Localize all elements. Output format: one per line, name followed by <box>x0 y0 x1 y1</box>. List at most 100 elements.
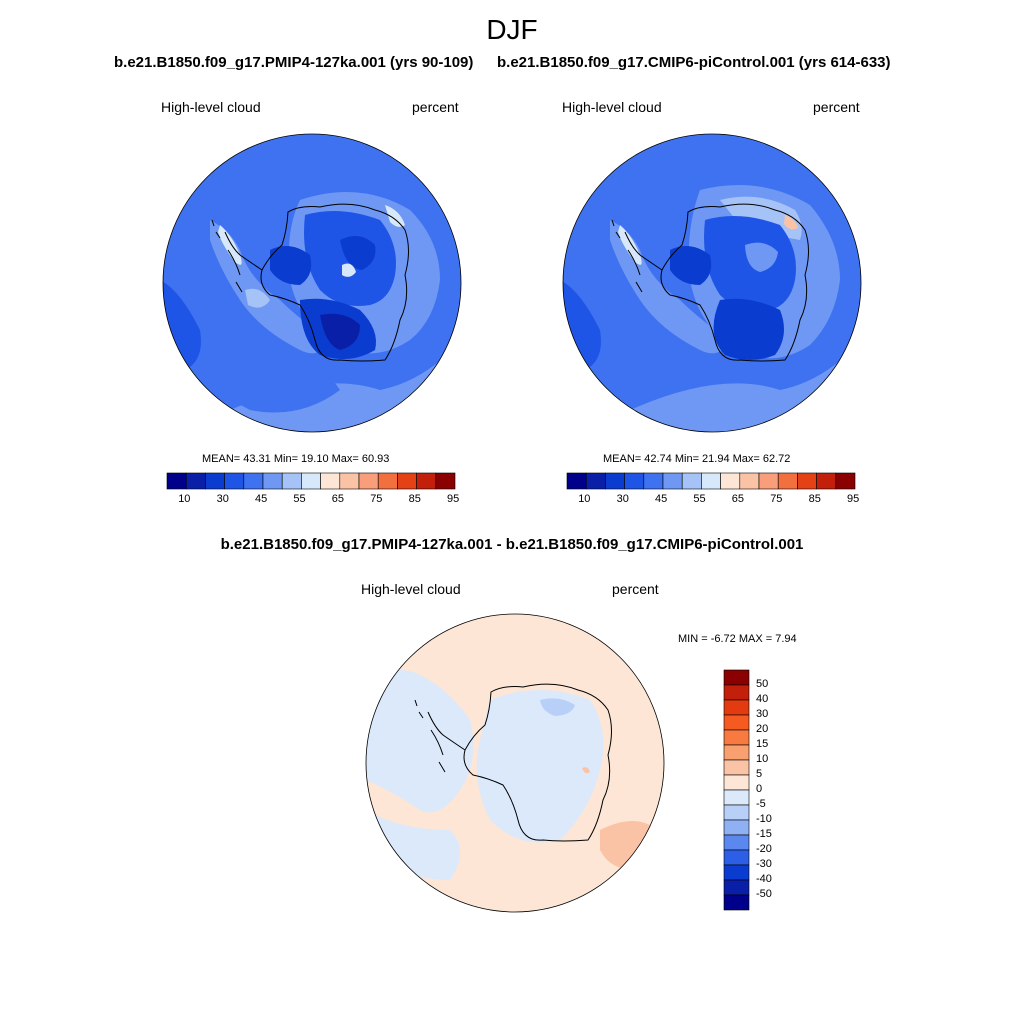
colorbar-left-box <box>281 472 302 490</box>
map-difference <box>366 614 664 912</box>
colorbar-diff-box <box>723 834 750 851</box>
colorbar-left-box <box>301 472 321 490</box>
colorbar-right-box <box>643 472 664 490</box>
colorbar-diff-box <box>723 804 750 821</box>
colorbar-right-box <box>701 472 721 490</box>
colorbar-left-tick-label: 75 <box>370 493 383 505</box>
colorbar-diff-box <box>723 744 750 761</box>
coastline-right <box>611 203 809 362</box>
difference-stats: MIN = -6.72 MAX = 7.94 <box>678 633 797 645</box>
panel-left-variable-label: High-level cloud <box>161 99 261 115</box>
figure-title: DJF <box>486 14 538 45</box>
colorbar-diff-tick-label: -15 <box>756 828 772 840</box>
colorbar-left-box <box>205 472 225 490</box>
colorbar-diff-box <box>723 849 750 866</box>
colorbar-right-box <box>758 472 779 490</box>
difference-variable-label: High-level cloud <box>361 581 461 597</box>
map-left <box>163 134 461 432</box>
colorbar-diff-tick-label: -40 <box>756 873 772 885</box>
colorbar-diff-tick-label: 15 <box>756 738 769 750</box>
colorbar-diff-tick-label: 5 <box>756 768 763 780</box>
colorbar-right-box <box>720 472 741 490</box>
colorbar-right-tick-label: 75 <box>770 493 783 505</box>
colorbar-diff-box <box>723 699 750 716</box>
colorbar-diff-box <box>723 669 750 686</box>
colorbar-right-box <box>681 472 702 490</box>
colorbar-left-tick-label: 10 <box>178 493 191 505</box>
colorbar-left-box <box>243 472 264 490</box>
colorbar-left-tick-label: 45 <box>255 493 268 505</box>
colorbar-left <box>166 472 456 490</box>
colorbar-right <box>566 472 856 490</box>
colorbar-diff-tick-label: 40 <box>756 693 769 705</box>
colorbar-right-tick-label: 95 <box>847 493 860 505</box>
difference-units-label: percent <box>612 581 659 597</box>
colorbar-left-box <box>166 472 187 490</box>
colorbar-diff-tick-label: -30 <box>756 858 772 870</box>
colorbar-right-tick-label: 30 <box>616 493 629 505</box>
panel-left-stats: MEAN= 43.31 Min= 19.10 Max= 60.93 <box>202 453 390 465</box>
colorbar-left-box <box>185 472 206 490</box>
colorbar-left-box <box>224 472 245 490</box>
colorbar-diff-box <box>723 714 750 731</box>
panel-left-run-title: b.e21.B1850.f09_g17.PMIP4-127ka.001 (yrs… <box>114 54 474 71</box>
colorbar-diff-tick-label: -50 <box>756 888 772 900</box>
coastline-left <box>211 203 409 362</box>
coastline-difference <box>414 683 612 842</box>
colorbar-right-box <box>585 472 606 490</box>
colorbar-right-box <box>566 472 587 490</box>
colorbar-diff-tick-label: -20 <box>756 843 772 855</box>
colorbar-left-tick-label: 30 <box>216 493 229 505</box>
colorbar-left-box <box>339 472 360 490</box>
colorbar-right-tick-label: 65 <box>731 493 745 505</box>
colorbar-right-tick-label: 45 <box>655 493 668 505</box>
colorbar-left-tick-label: 85 <box>408 493 421 505</box>
colorbar-difference <box>723 669 750 911</box>
colorbar-diff-box <box>723 894 750 911</box>
colorbar-left-tick-label: 55 <box>293 493 306 505</box>
panel-right-variable-label: High-level cloud <box>562 99 662 115</box>
colorbar-right-box <box>624 472 645 490</box>
difference-title: b.e21.B1850.f09_g17.PMIP4-127ka.001 - b.… <box>220 536 804 553</box>
colorbar-diff-box <box>723 684 750 701</box>
colorbar-right-box <box>605 472 625 490</box>
colorbar-diff-tick-label: 50 <box>756 678 769 690</box>
colorbar-right-box <box>662 472 683 490</box>
colorbar-right-box <box>739 472 760 490</box>
colorbar-left-box <box>262 472 283 490</box>
colorbar-diff-box <box>723 879 750 896</box>
panel-right-run-title: b.e21.B1850.f09_g17.CMIP6-piControl.001 … <box>497 54 891 71</box>
colorbar-diff-box <box>723 819 750 836</box>
colorbar-diff-tick-label: -10 <box>756 813 772 825</box>
colorbar-left-box <box>416 472 437 490</box>
colorbar-right-tick-label: 85 <box>808 493 821 505</box>
colorbar-diff-box <box>723 759 750 776</box>
map-right <box>563 134 861 432</box>
colorbar-diff-box <box>723 774 750 791</box>
panel-right-units-label: percent <box>813 99 860 115</box>
colorbar-diff-box <box>723 864 750 881</box>
colorbar-right-box <box>835 472 856 490</box>
colorbar-left-box <box>358 472 379 490</box>
panel-right-stats: MEAN= 42.74 Min= 21.94 Max= 62.72 <box>603 453 791 465</box>
colorbar-diff-tick-label: -5 <box>756 798 766 810</box>
colorbar-right-box <box>797 472 817 490</box>
colorbar-right-box <box>816 472 837 490</box>
colorbar-left-box <box>397 472 417 490</box>
colorbar-left-box <box>377 472 398 490</box>
colorbar-right-tick-label: 10 <box>578 493 591 505</box>
colorbar-left-box <box>320 472 341 490</box>
colorbar-left-tick-label: 65 <box>331 493 345 505</box>
colorbar-right-box <box>777 472 798 490</box>
colorbar-left-box <box>435 472 456 490</box>
colorbar-diff-tick-label: 30 <box>756 708 769 720</box>
colorbar-diff-tick-label: 10 <box>756 753 769 765</box>
colorbar-right-tick-label: 55 <box>693 493 706 505</box>
colorbar-diff-tick-label: 20 <box>756 723 769 735</box>
colorbar-diff-box <box>723 789 750 806</box>
colorbar-left-tick-label: 95 <box>447 493 460 505</box>
colorbar-diff-box <box>723 729 750 746</box>
panel-left-units-label: percent <box>412 99 459 115</box>
colorbar-diff-tick-label: 0 <box>756 783 763 795</box>
